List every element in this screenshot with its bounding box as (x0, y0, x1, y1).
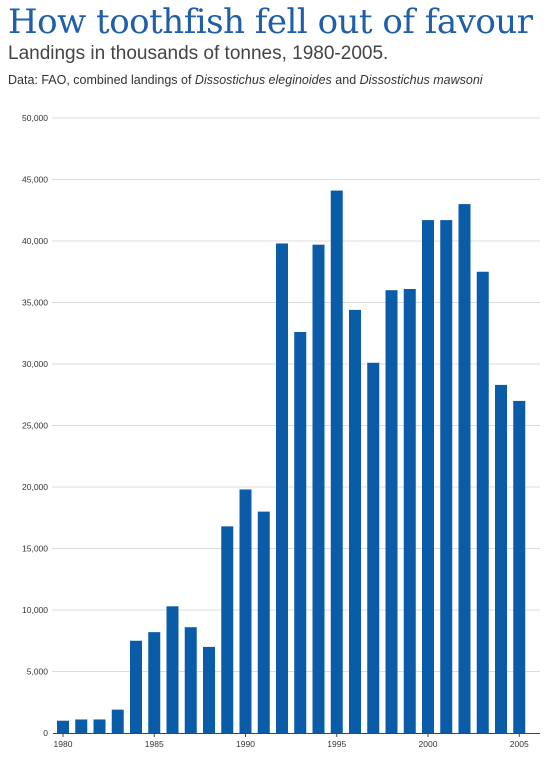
bar-1983 (111, 709, 124, 733)
bar-1986 (166, 606, 179, 733)
bar-1992 (276, 243, 288, 733)
bar-2003 (476, 271, 489, 733)
bar-1984 (130, 640, 142, 733)
bar-1997 (367, 362, 380, 733)
bar-2002 (458, 204, 471, 734)
bar-chart: 0 5,000 10,000 15,000 20,000 25,000 30,000 35,0… (22, 113, 540, 749)
bar-1989 (221, 526, 234, 733)
bars (57, 190, 526, 734)
bar-1980 (57, 720, 69, 733)
chart-title: How toothfish fell out of favour (8, 2, 533, 42)
source-prefix: Data: FAO, combined landings of (8, 73, 195, 87)
x-tick-label: 1980 (54, 739, 73, 749)
y-tick-label: 35,000 (22, 298, 48, 308)
bar-1994 (312, 244, 325, 733)
bar-1985 (148, 632, 161, 733)
y-tick-label: 40,000 (22, 236, 48, 246)
y-tick-label: 15,000 (22, 544, 48, 554)
bar-1998 (385, 290, 398, 733)
x-tick-label: 1995 (327, 739, 346, 749)
y-tick-label: 30,000 (22, 359, 48, 369)
source-middle: and (331, 73, 360, 87)
y-tick-label: 25,000 (22, 421, 48, 431)
bar-1981 (75, 719, 88, 733)
y-axis: 0 5,000 10,000 15,000 20,000 25,000 30,000 35,0… (22, 113, 48, 738)
bar-2001 (440, 220, 453, 734)
y-tick-label: 10,000 (22, 605, 48, 615)
y-tick-label: 45,000 (22, 175, 48, 185)
bar-2005 (513, 400, 526, 733)
chart-source: Data: FAO, combined landings of Dissosti… (8, 72, 483, 88)
x-tick-label: 1990 (236, 739, 255, 749)
bar-1995 (330, 190, 343, 733)
bar-1982 (93, 719, 106, 733)
bar-1991 (257, 511, 270, 733)
bar-1993 (294, 332, 307, 733)
bar-2004 (495, 384, 507, 733)
x-tick-label: 2005 (510, 739, 529, 749)
bar-1987 (184, 627, 197, 733)
source-species-1: Dissostichus eleginoides (194, 73, 332, 87)
y-tick-label: 20,000 (22, 482, 48, 492)
bar-1988 (203, 646, 215, 733)
bar-1996 (349, 309, 361, 733)
y-tick-label: 50,000 (22, 113, 48, 123)
y-tick-label: 0 (43, 728, 48, 738)
x-tick-label: 2000 (419, 739, 438, 749)
chart-subtitle: Landings in thousands of tonnes, 1980-20… (8, 43, 389, 64)
y-tick-label: 5,000 (27, 667, 49, 677)
source-species-2: Dissostichus mawsoni (359, 73, 483, 87)
bar-1999 (403, 288, 416, 733)
x-axis: 1980 1985 1990 1995 2000 2005 (53, 733, 540, 749)
bar-2000 (422, 220, 434, 734)
bar-1990 (239, 489, 252, 733)
x-tick-label: 1985 (145, 739, 164, 749)
